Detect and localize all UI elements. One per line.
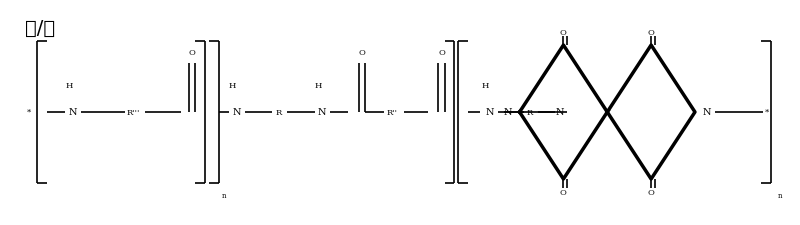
Text: O: O <box>648 189 654 196</box>
Text: O: O <box>189 49 195 56</box>
Text: N: N <box>503 108 512 117</box>
Text: 和/或: 和/或 <box>26 19 55 38</box>
Text: H: H <box>482 82 489 90</box>
Text: O: O <box>560 29 567 36</box>
Text: n: n <box>778 191 782 199</box>
Text: R'': R'' <box>386 108 398 117</box>
Text: H: H <box>66 82 73 90</box>
Text: R: R <box>276 108 282 117</box>
Text: N: N <box>702 108 711 117</box>
Text: O: O <box>358 49 365 56</box>
Text: N: N <box>69 108 78 117</box>
Text: *: * <box>27 108 31 117</box>
Text: *: * <box>765 108 769 117</box>
Text: Y: Y <box>605 108 610 117</box>
Text: N: N <box>486 108 494 117</box>
Text: O: O <box>560 189 567 196</box>
Text: N: N <box>555 108 564 117</box>
Text: N: N <box>318 108 326 117</box>
Text: R''': R''' <box>126 108 140 117</box>
Text: O: O <box>438 49 445 56</box>
Text: N: N <box>232 108 241 117</box>
Text: n: n <box>222 191 226 199</box>
Text: H: H <box>229 82 236 90</box>
Text: H: H <box>314 82 322 90</box>
Text: R: R <box>527 108 533 117</box>
Text: O: O <box>648 29 654 36</box>
